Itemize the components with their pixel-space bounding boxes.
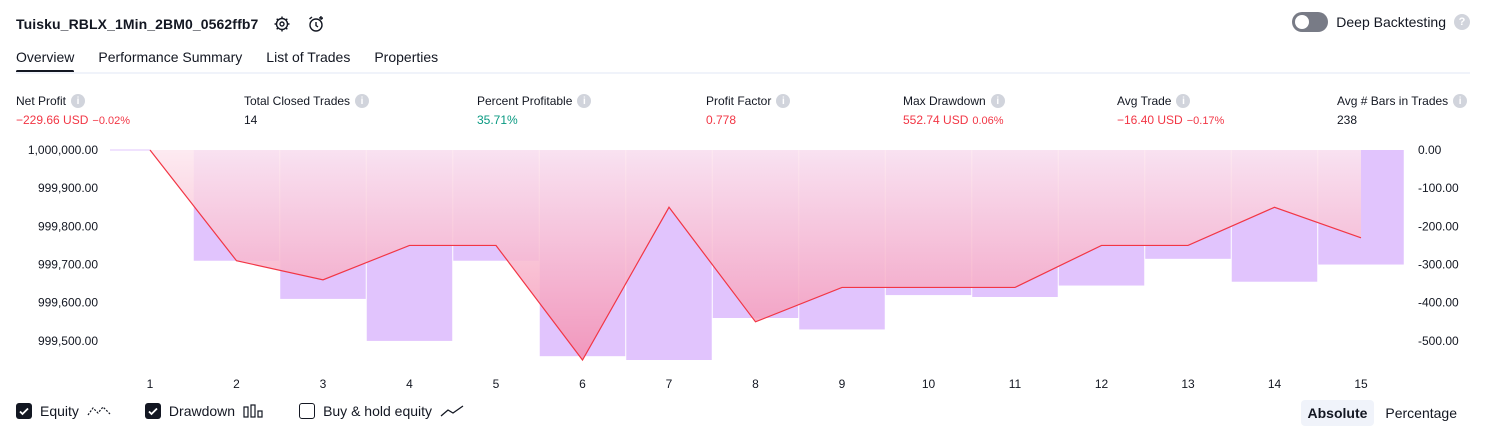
metric-percent: −0.17% (1186, 115, 1225, 127)
legend-equity[interactable]: Equity (16, 403, 111, 419)
equity-area (150, 150, 1361, 360)
metric-avg-bars-in-trades: Avg # Bars in Trades i 238 (1337, 94, 1468, 127)
legend-drawdown-label: Drawdown (168, 403, 236, 419)
settings-gear-icon[interactable] (272, 14, 292, 34)
info-icon[interactable]: i (776, 94, 791, 108)
x-axis-tick-label: 1 (147, 377, 154, 391)
metric-total-closed-trades: Total Closed Trades i 14 (244, 94, 370, 127)
x-axis-tick-label: 7 (666, 377, 673, 391)
metric-avg-trade: Avg Trade i −16.40 USD −0.17% (1117, 94, 1224, 127)
buy-hold-line-icon (440, 405, 464, 417)
metric-label: Avg Trade (1117, 94, 1172, 108)
metric-label: Percent Profitable (477, 94, 573, 108)
x-axis-tick-label: 2 (233, 377, 240, 391)
legend-buy-hold[interactable]: Buy & hold equity (299, 403, 464, 419)
metric-value: 35.71% (477, 113, 518, 127)
tabs-divider (16, 72, 1470, 74)
right-axis-tick-label: 0.00 (1418, 143, 1442, 157)
x-axis-tick-label: 3 (320, 377, 327, 391)
info-icon[interactable]: i (1176, 94, 1191, 108)
x-axis-tick-label: 5 (493, 377, 500, 391)
equity-drawdown-chart: 1,000,000.00 999,900.00 999,800.00 999,700.… (28, 143, 1459, 391)
info-icon[interactable]: i (1453, 94, 1468, 108)
right-axis-tick-label: -100.00 (1418, 181, 1459, 195)
add-alert-icon[interactable] (306, 14, 326, 34)
tab-properties[interactable]: Properties (374, 49, 439, 65)
metric-label: Avg # Bars in Trades (1337, 94, 1449, 108)
metric-profit-factor: Profit Factor i 0.778 (706, 94, 791, 127)
metric-max-drawdown: Max Drawdown i 552.74 USD 0.06% (903, 94, 1005, 127)
tab-performance-summary[interactable]: Performance Summary (98, 49, 243, 65)
x-axis-tick-label: 4 (406, 377, 413, 391)
left-axis-tick-label: 1,000,000.00 (28, 143, 98, 157)
x-axis-tick-label: 11 (1009, 377, 1022, 391)
left-axis-tick-label: 999,600.00 (38, 296, 98, 310)
info-icon[interactable]: i (990, 94, 1005, 108)
right-axis-tick-label: -500.00 (1418, 334, 1459, 348)
x-axis-tick-label: 9 (839, 377, 846, 391)
right-axis-tick-label: -300.00 (1418, 258, 1459, 272)
legend-buy-hold-label: Buy & hold equity (323, 403, 433, 419)
strategy-header: Tuisku_RBLX_1Min_2BM0_0562ffb7 (16, 12, 326, 36)
left-axis-tick-label: 999,700.00 (38, 258, 98, 272)
chart-legend: Equity Drawdown Buy & hold equity (16, 403, 464, 419)
info-icon[interactable]: i (71, 94, 86, 108)
strategy-title: Tuisku_RBLX_1Min_2BM0_0562ffb7 (16, 16, 259, 32)
deep-backtesting-label: Deep Backtesting (1336, 14, 1446, 30)
legend-drawdown[interactable]: Drawdown (144, 403, 265, 419)
metric-value: 14 (244, 113, 258, 127)
x-axis-tick-label: 8 (752, 377, 759, 391)
metric-value: −16.40 USD (1117, 113, 1183, 127)
metric-label: Net Profit (16, 94, 67, 108)
x-axis-tick-label: 13 (1181, 377, 1195, 391)
equity-line (149, 149, 1362, 362)
metric-percent: 0.06% (972, 115, 1004, 127)
help-icon[interactable]: ? (1454, 14, 1470, 30)
mode-percentage-button[interactable]: Percentage (1385, 405, 1457, 421)
value-mode-switch: Absolute Percentage (1300, 400, 1465, 426)
x-axis-tick-label: 10 (922, 377, 936, 391)
metric-label: Max Drawdown (903, 94, 986, 108)
metric-percent: −0.02% (92, 115, 131, 127)
info-icon[interactable]: i (577, 94, 592, 108)
metric-value: −229.66 USD (16, 113, 89, 127)
left-axis-tick-label: 999,900.00 (38, 181, 98, 195)
tab-list-of-trades[interactable]: List of Trades (266, 49, 351, 65)
equity-checkbox[interactable] (16, 403, 32, 419)
metric-value: 0.778 (706, 113, 737, 127)
tab-overview[interactable]: Overview (16, 45, 75, 73)
deep-backtesting-control: Deep Backtesting ? (1292, 12, 1470, 32)
drawdown-checkbox[interactable] (144, 403, 161, 419)
metric-value: 238 (1337, 113, 1358, 127)
report-tabs: Overview Performance Summary List of Tra… (16, 45, 438, 73)
metric-value: 552.74 USD (903, 113, 969, 127)
buy-hold-checkbox[interactable] (299, 403, 316, 419)
drawdown-bars-icon (243, 404, 263, 418)
legend-equity-label: Equity (40, 403, 79, 419)
right-axis-tick-label: -400.00 (1418, 296, 1459, 310)
left-axis-tick-label: 999,800.00 (38, 219, 98, 233)
info-icon[interactable]: i (355, 94, 370, 108)
equity-line-icon (87, 406, 111, 416)
x-axis-tick-label: 12 (1095, 377, 1109, 391)
x-axis-tick-label: 6 (579, 377, 586, 391)
metric-net-profit: Net Profit i −229.66 USD −0.02% (16, 94, 130, 127)
x-axis-tick-label: 15 (1354, 377, 1368, 391)
metric-percent-profitable: Percent Profitable i 35.71% (477, 94, 592, 127)
deep-backtesting-toggle[interactable] (1292, 12, 1329, 32)
metric-label: Profit Factor (706, 94, 772, 108)
right-axis-tick-label: -200.00 (1418, 219, 1459, 233)
mode-absolute-button[interactable]: Absolute (1300, 400, 1375, 426)
left-axis-tick-label: 999,500.00 (38, 334, 98, 348)
x-axis-tick-label: 14 (1268, 377, 1282, 391)
metric-label: Total Closed Trades (244, 94, 351, 108)
